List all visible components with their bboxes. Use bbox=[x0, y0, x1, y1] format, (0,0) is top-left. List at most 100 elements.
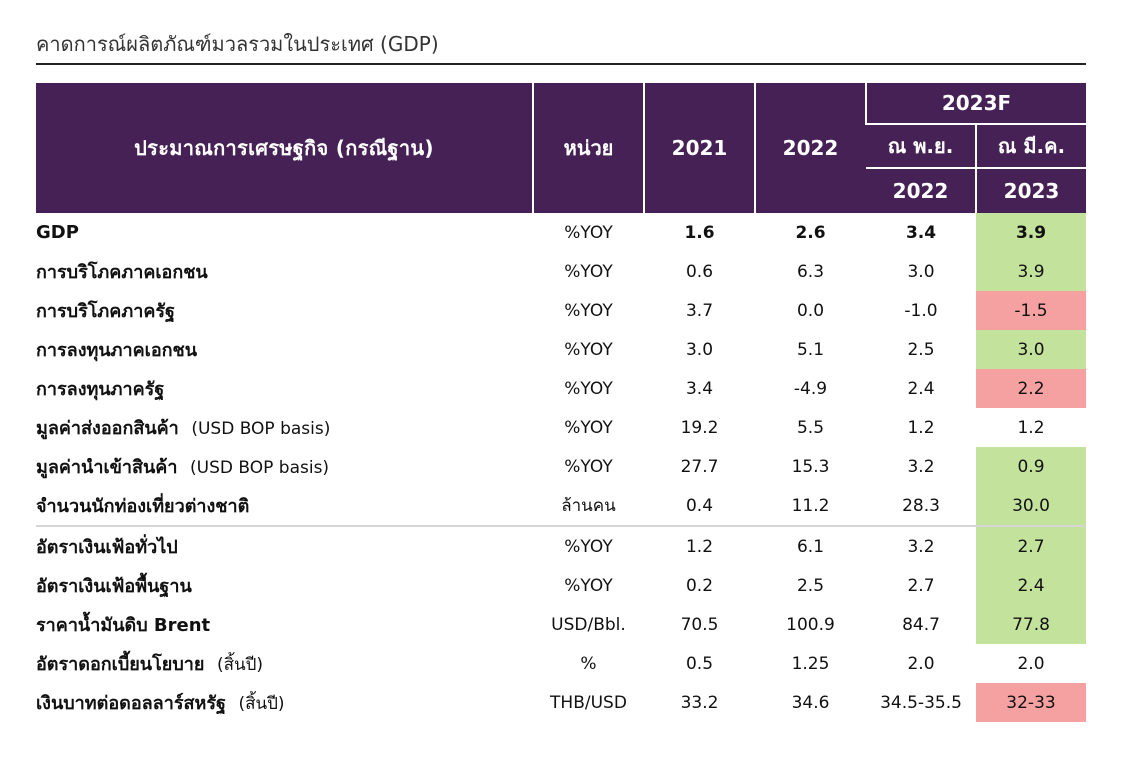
forecast-nov-2022: 34.5-35.5 bbox=[880, 692, 962, 713]
value-2021: 1.2 bbox=[644, 525, 755, 566]
row-label-text: เงินบาทต่อดอลลาร์สหรัฐ bbox=[36, 693, 226, 714]
unit-cell: %YOY bbox=[564, 456, 613, 477]
forecast-nov-2022: 2.4 bbox=[907, 378, 935, 399]
unit-cell: % bbox=[580, 653, 597, 674]
table-row: เงินบาทต่อดอลลาร์สหรัฐ (สิ้นปี) THB/USD 33… bbox=[36, 683, 1087, 722]
row-label: การลงทุนภาคเอกชน bbox=[36, 330, 533, 369]
title-divider bbox=[36, 63, 1086, 65]
value-2021: 0.6 bbox=[685, 261, 714, 282]
table-row: มูลค่านำเข้าสินค้า (USD BOP basis) %YOY 27… bbox=[36, 447, 1087, 486]
value-2022: 2.5 bbox=[796, 575, 825, 596]
forecast-nov-2022: 1.2 bbox=[907, 417, 935, 438]
forecast-nov-2022: 84.7 bbox=[902, 614, 940, 635]
row-label: จำนวนนักท่องเที่ยวต่างชาติ bbox=[36, 486, 533, 526]
row-label: มูลค่าส่งออกสินค้า (USD BOP basis) bbox=[36, 408, 533, 447]
value-2022: 6.3 bbox=[796, 261, 825, 282]
header-forecast: 2023F bbox=[864, 83, 1087, 124]
value-2022: 5.1 bbox=[796, 339, 825, 360]
header-indicator: ประมาณการเศรษฐกิจ (กรณีฐาน) bbox=[36, 83, 533, 213]
value-2021: 3.4 bbox=[685, 378, 714, 399]
row-label: อัตราดอกเบี้ยนโยบาย (สิ้นปี) bbox=[36, 644, 533, 683]
table-row: จำนวนนักท่องเที่ยวต่างชาติ ล้านคน 0.4 11.2 2… bbox=[36, 486, 1087, 526]
forecast-nov-2022: 3.2 bbox=[907, 456, 935, 477]
row-label-text: อัตราดอกเบี้ยนโยบาย bbox=[36, 654, 205, 675]
value-2022: 0.0 bbox=[796, 300, 825, 321]
forecast-mar-2023: 3.0 bbox=[976, 330, 1087, 369]
forecast-mar-2023: 3.9 bbox=[976, 252, 1087, 291]
value-2021: 3.7 bbox=[685, 300, 714, 321]
value-2022: -4.9 bbox=[793, 378, 828, 399]
header-asof-nov: ณ พ.ย. bbox=[866, 123, 976, 168]
table-row: การบริโภคภาคเอกชน %YOY 0.6 6.3 3.0 3.9 bbox=[36, 252, 1087, 291]
row-label: มูลค่านำเข้าสินค้า (USD BOP basis) bbox=[36, 447, 533, 486]
forecast-mar-2023: 1.2 bbox=[1017, 417, 1045, 438]
row-label-text: มูลค่าส่งออกสินค้า bbox=[36, 418, 179, 439]
header-unit: หน่วย bbox=[532, 83, 644, 213]
table-row: อัตราเงินเฟ้อพื้นฐาน %YOY 0.2 2.5 2.7 2.4 bbox=[36, 566, 1087, 605]
forecast-nov-2022: 2.7 bbox=[907, 575, 935, 596]
value-2021: 0.2 bbox=[685, 575, 714, 596]
unit-cell: ล้านคน bbox=[561, 496, 616, 516]
value-2022: 5.5 bbox=[796, 417, 825, 438]
forecast-nov-2022: 3.4 bbox=[905, 222, 937, 243]
row-label-note: (สิ้นปี) bbox=[238, 694, 285, 714]
row-label-text: มูลค่านำเข้าสินค้า bbox=[36, 457, 178, 478]
forecast-nov-2022: 28.3 bbox=[902, 495, 940, 516]
unit-cell: %YOY bbox=[564, 339, 613, 360]
table-row: มูลค่าส่งออกสินค้า (USD BOP basis) %YOY 19… bbox=[36, 408, 1086, 447]
value-2022: 100.9 bbox=[786, 614, 835, 635]
row-label-text: การลงทุนภาคเอกชน bbox=[36, 340, 198, 361]
value-2021: 1.6 bbox=[684, 222, 715, 243]
forecast-nov-2022: 3.0 bbox=[907, 261, 935, 282]
row-label-text: การลงทุนภาครัฐ bbox=[36, 379, 165, 400]
unit-cell: %YOY bbox=[564, 261, 613, 282]
value-2022: 6.1 bbox=[755, 525, 866, 566]
table-row: GDP %YOY 1.6 2.6 3.4 3.9 bbox=[36, 213, 1087, 252]
forecast-mar-2023: 2.2 bbox=[976, 369, 1087, 408]
forecast-mar-2023: 3.9 bbox=[976, 213, 1087, 252]
table-row: การบริโภคภาครัฐ %YOY 3.7 0.0 -1.0 -1.5 bbox=[36, 291, 1087, 330]
row-label-note: (สิ้นปี) bbox=[216, 655, 264, 675]
unit-cell: %YOY bbox=[564, 575, 613, 596]
unit-cell: %YOY bbox=[564, 417, 613, 438]
table-row: การลงทุนภาครัฐ %YOY 3.4 -4.9 2.4 2.2 bbox=[36, 369, 1087, 408]
unit-cell: %YOY bbox=[533, 525, 644, 566]
row-label: GDP bbox=[36, 213, 533, 252]
table-row: ราคาน้ำมันดิบ Brent USD/Bbl. 70.5 100.9 84.7… bbox=[36, 605, 1087, 644]
value-2021: 0.5 bbox=[685, 653, 714, 674]
row-label: การลงทุนภาครัฐ bbox=[36, 369, 533, 408]
header-asof-mar: ณ มี.ค. bbox=[974, 123, 1087, 168]
forecast-nov-2022: 2.5 bbox=[907, 339, 935, 360]
forecast-mar-2023: 2.4 bbox=[976, 566, 1087, 605]
value-2021: 0.4 bbox=[685, 495, 714, 516]
value-2021: 33.2 bbox=[680, 692, 719, 713]
value-2021: 19.2 bbox=[680, 417, 719, 438]
header-asof-mar-year: 2023 bbox=[974, 167, 1087, 213]
header-asof-nov-year: 2022 bbox=[866, 167, 976, 213]
gdp-forecast-table: ประมาณการเศรษฐกิจ (กรณีฐาน) หน่วย 2021 2… bbox=[36, 83, 1087, 722]
forecast-mar-2023: 2.7 bbox=[976, 525, 1087, 566]
row-label-text: อัตราเงินเฟ้อทั่วไป bbox=[36, 537, 178, 558]
row-label-text: GDP bbox=[36, 222, 79, 243]
forecast-nov-2022: 2.0 bbox=[907, 653, 935, 674]
row-label-note: (USD BOP basis) bbox=[190, 458, 330, 478]
value-2022: 34.6 bbox=[791, 692, 830, 713]
forecast-mar-2023: -1.5 bbox=[976, 291, 1087, 330]
row-label-note: (USD BOP basis) bbox=[191, 419, 331, 439]
row-label: ราคาน้ำมันดิบ Brent bbox=[36, 605, 533, 644]
row-label-text: จำนวนนักท่องเที่ยวต่างชาติ bbox=[36, 496, 250, 517]
forecast-mar-2023: 2.0 bbox=[1017, 653, 1045, 674]
value-2022: 15.3 bbox=[791, 456, 830, 477]
forecast-mar-2023: 30.0 bbox=[976, 486, 1087, 526]
row-label: อัตราเงินเฟ้อพื้นฐาน bbox=[36, 566, 533, 605]
row-label: การบริโภคภาครัฐ bbox=[36, 291, 533, 330]
unit-cell: USD/Bbl. bbox=[551, 614, 626, 635]
forecast-mar-2023: 32-33 bbox=[976, 683, 1087, 722]
forecast-nov-2022: 3.2 bbox=[866, 525, 976, 566]
row-label: อัตราเงินเฟ้อทั่วไป bbox=[36, 525, 533, 566]
row-label-text: การบริโภคภาคเอกชน bbox=[36, 262, 208, 283]
value-2022: 2.6 bbox=[795, 222, 826, 243]
row-label: เงินบาทต่อดอลลาร์สหรัฐ (สิ้นปี) bbox=[36, 683, 533, 722]
table-row: การลงทุนภาคเอกชน %YOY 3.0 5.1 2.5 3.0 bbox=[36, 330, 1087, 369]
forecast-mar-2023: 77.8 bbox=[976, 605, 1087, 644]
